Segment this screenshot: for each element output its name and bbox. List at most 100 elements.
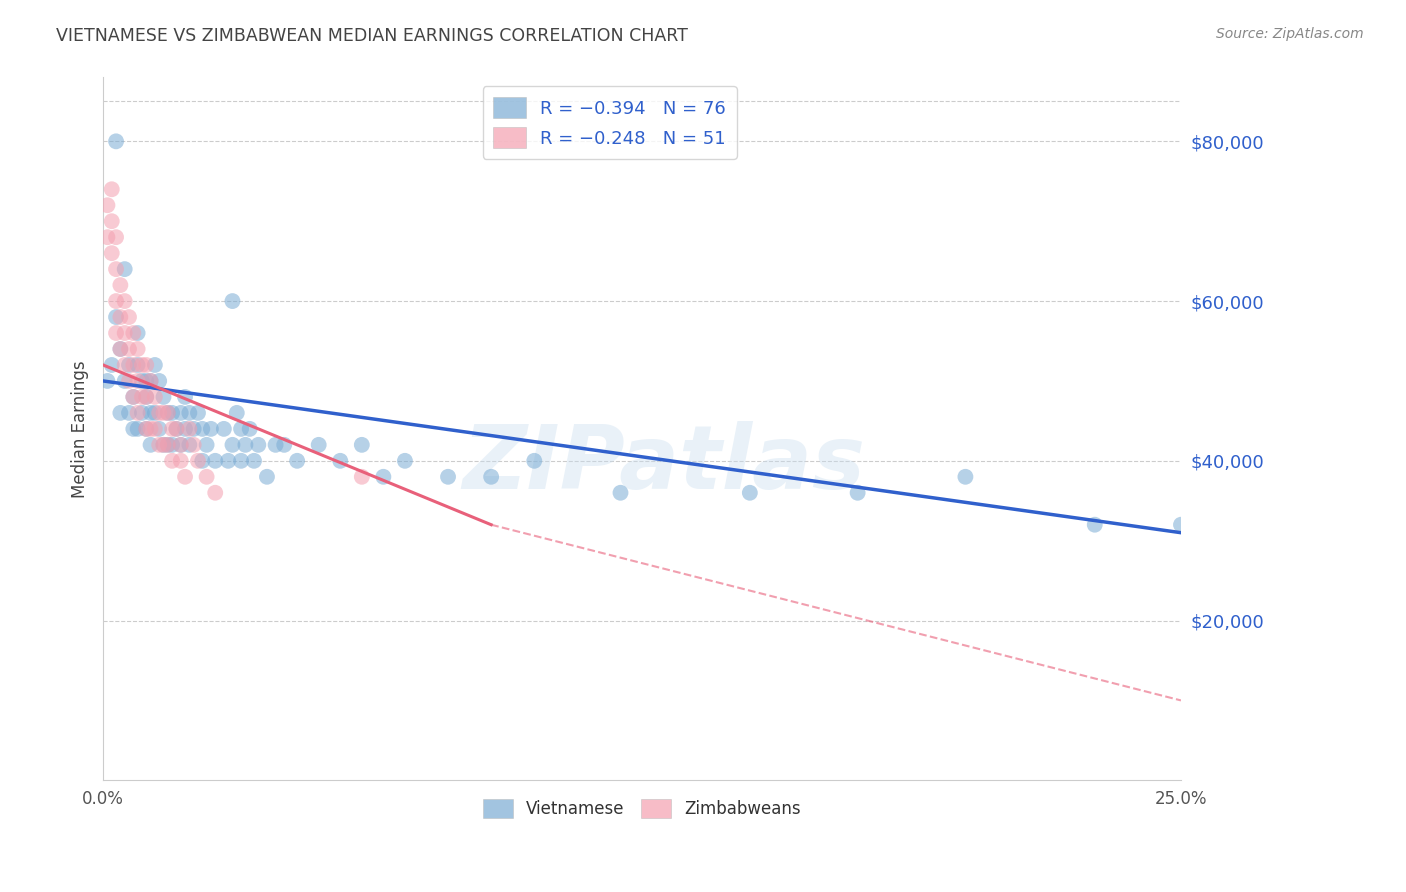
Point bbox=[122, 326, 145, 340]
Point bbox=[394, 454, 416, 468]
Point bbox=[273, 438, 295, 452]
Point bbox=[229, 454, 252, 468]
Point bbox=[139, 422, 162, 436]
Point bbox=[955, 470, 977, 484]
Point bbox=[135, 422, 157, 436]
Point bbox=[170, 406, 193, 420]
Point bbox=[139, 406, 162, 420]
Point bbox=[609, 485, 631, 500]
Point bbox=[127, 406, 149, 420]
Point bbox=[437, 470, 460, 484]
Point bbox=[100, 246, 122, 260]
Point bbox=[131, 358, 153, 372]
Point bbox=[1170, 517, 1192, 532]
Point bbox=[1084, 517, 1107, 532]
Point bbox=[195, 438, 218, 452]
Point bbox=[122, 390, 145, 404]
Point bbox=[135, 374, 157, 388]
Point bbox=[148, 374, 170, 388]
Point bbox=[105, 134, 128, 148]
Point bbox=[174, 390, 197, 404]
Point bbox=[264, 438, 287, 452]
Point bbox=[479, 470, 502, 484]
Point bbox=[170, 438, 193, 452]
Point bbox=[152, 438, 174, 452]
Point bbox=[114, 294, 136, 309]
Legend: Vietnamese, Zimbabweans: Vietnamese, Zimbabweans bbox=[477, 792, 808, 825]
Point bbox=[105, 310, 128, 324]
Point bbox=[191, 422, 214, 436]
Point bbox=[350, 470, 373, 484]
Point bbox=[118, 406, 141, 420]
Point bbox=[127, 342, 149, 356]
Point bbox=[105, 230, 128, 244]
Point bbox=[110, 342, 132, 356]
Point bbox=[170, 454, 193, 468]
Point bbox=[165, 422, 187, 436]
Point bbox=[148, 438, 170, 452]
Point bbox=[204, 454, 226, 468]
Point bbox=[131, 390, 153, 404]
Point bbox=[329, 454, 352, 468]
Point bbox=[225, 406, 247, 420]
Point bbox=[105, 262, 128, 277]
Point bbox=[179, 406, 201, 420]
Point bbox=[148, 406, 170, 420]
Point bbox=[239, 422, 262, 436]
Point bbox=[523, 454, 546, 468]
Point bbox=[738, 485, 761, 500]
Point bbox=[191, 454, 214, 468]
Point bbox=[139, 374, 162, 388]
Point bbox=[156, 406, 179, 420]
Point bbox=[110, 278, 132, 293]
Point bbox=[114, 358, 136, 372]
Point bbox=[105, 326, 128, 340]
Point bbox=[174, 422, 197, 436]
Point bbox=[143, 422, 166, 436]
Point bbox=[152, 390, 174, 404]
Point bbox=[135, 358, 157, 372]
Point bbox=[143, 390, 166, 404]
Point bbox=[96, 198, 118, 212]
Point bbox=[105, 294, 128, 309]
Point bbox=[143, 358, 166, 372]
Point bbox=[96, 374, 118, 388]
Point bbox=[135, 390, 157, 404]
Point bbox=[212, 422, 235, 436]
Point bbox=[127, 422, 149, 436]
Point bbox=[235, 438, 257, 452]
Point bbox=[204, 485, 226, 500]
Point bbox=[846, 485, 869, 500]
Text: VIETNAMESE VS ZIMBABWEAN MEDIAN EARNINGS CORRELATION CHART: VIETNAMESE VS ZIMBABWEAN MEDIAN EARNINGS… bbox=[56, 27, 688, 45]
Point bbox=[350, 438, 373, 452]
Point bbox=[174, 470, 197, 484]
Point bbox=[179, 422, 201, 436]
Point bbox=[122, 358, 145, 372]
Point bbox=[148, 422, 170, 436]
Point bbox=[183, 438, 205, 452]
Point bbox=[100, 214, 122, 228]
Point bbox=[229, 422, 252, 436]
Point bbox=[285, 454, 308, 468]
Point bbox=[127, 358, 149, 372]
Point bbox=[195, 470, 218, 484]
Point bbox=[118, 342, 141, 356]
Point bbox=[118, 374, 141, 388]
Point bbox=[118, 310, 141, 324]
Point bbox=[179, 438, 201, 452]
Point bbox=[110, 342, 132, 356]
Point bbox=[135, 390, 157, 404]
Point bbox=[131, 374, 153, 388]
Point bbox=[96, 230, 118, 244]
Point bbox=[156, 406, 179, 420]
Point bbox=[160, 422, 183, 436]
Point bbox=[139, 374, 162, 388]
Point bbox=[183, 422, 205, 436]
Point bbox=[110, 406, 132, 420]
Point bbox=[373, 470, 395, 484]
Point bbox=[110, 310, 132, 324]
Point bbox=[221, 438, 243, 452]
Point bbox=[200, 422, 222, 436]
Point bbox=[131, 406, 153, 420]
Point bbox=[118, 358, 141, 372]
